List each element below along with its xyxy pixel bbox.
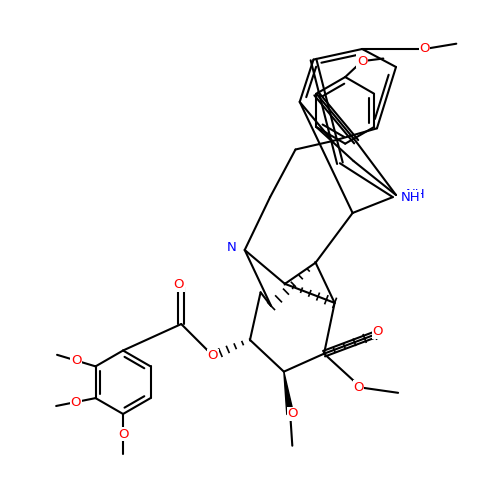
Text: O: O <box>70 396 81 408</box>
Text: O: O <box>174 278 184 291</box>
Text: O: O <box>208 350 218 362</box>
Text: O: O <box>71 354 82 367</box>
Text: O: O <box>357 54 368 68</box>
Text: O: O <box>353 381 364 394</box>
Text: O: O <box>372 326 382 338</box>
Text: NH: NH <box>406 188 425 202</box>
Text: O: O <box>288 408 298 420</box>
Polygon shape <box>284 372 294 414</box>
Text: O: O <box>420 42 430 56</box>
Text: O: O <box>118 428 128 440</box>
Text: N: N <box>227 241 237 254</box>
Text: NH: NH <box>401 190 420 203</box>
